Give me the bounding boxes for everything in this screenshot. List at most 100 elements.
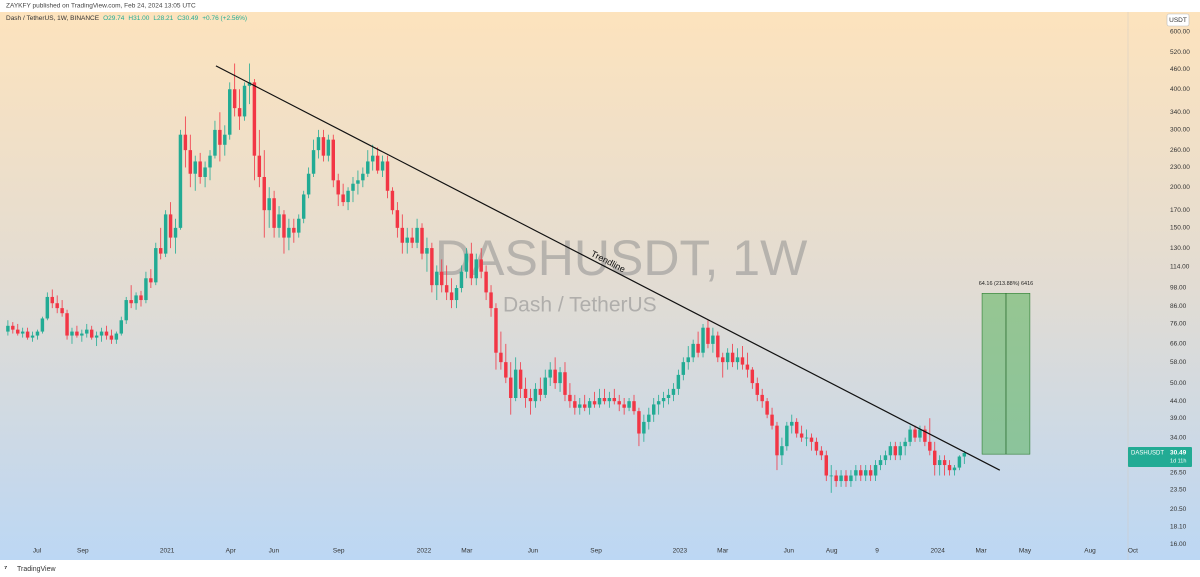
candle-body xyxy=(390,190,395,211)
candle-body xyxy=(366,161,370,174)
candle-body xyxy=(573,401,577,408)
x-tick-label: Jun xyxy=(528,548,539,555)
y-tick-label: 340.00 xyxy=(1170,109,1190,116)
y-tick-label: 34.00 xyxy=(1170,434,1187,441)
candle-body xyxy=(494,308,498,353)
candle-body xyxy=(582,404,587,408)
candle-body xyxy=(937,460,942,466)
candle-body xyxy=(523,388,528,398)
candle-body xyxy=(321,137,326,156)
candle-body xyxy=(375,155,380,171)
x-tick-label: Oct xyxy=(1128,548,1138,555)
candle-body xyxy=(257,155,262,177)
x-tick-label: Sep xyxy=(77,548,89,555)
candle-body xyxy=(888,446,893,456)
candle-body xyxy=(109,335,114,340)
x-tick-label: 2023 xyxy=(673,548,688,555)
candle-body xyxy=(380,161,385,171)
candle-body xyxy=(558,372,562,384)
x-tick-label: 2024 xyxy=(930,548,945,555)
candle-body xyxy=(597,397,602,405)
candle-body xyxy=(849,475,853,482)
candle-body xyxy=(370,155,375,162)
candle-body xyxy=(647,414,651,422)
candle-body xyxy=(666,394,671,398)
candle-body xyxy=(297,218,301,233)
candle-body xyxy=(794,421,799,434)
x-tick-label: Aug xyxy=(1084,548,1096,555)
candle-body xyxy=(504,362,508,378)
candle-body xyxy=(627,401,631,408)
measure-label: 64.16 (213.88%) 6416 xyxy=(979,281,1033,287)
candle-body xyxy=(242,85,247,117)
candle-body xyxy=(247,82,252,86)
candle-body xyxy=(652,404,656,415)
candle-body xyxy=(735,357,740,363)
candle-body xyxy=(730,352,735,363)
y-tick-label: 460.00 xyxy=(1170,66,1190,73)
watermark-sub: Dash / TetherUS xyxy=(503,294,657,317)
candle-body xyxy=(464,253,469,272)
candle-body xyxy=(602,397,607,402)
candle-body xyxy=(11,325,15,330)
x-tick-label: 2022 xyxy=(417,548,432,555)
candle-body xyxy=(6,325,10,332)
candle-body xyxy=(35,331,40,336)
candle-body xyxy=(868,470,873,476)
candle-body xyxy=(228,89,232,135)
y-tick-label: 50.00 xyxy=(1170,380,1187,387)
candle-body xyxy=(203,167,207,177)
candle-body xyxy=(686,357,690,363)
candle-body xyxy=(124,300,128,321)
y-tick-label: 200.00 xyxy=(1170,184,1190,191)
logo: ⁷ xyxy=(4,564,7,573)
candle-body xyxy=(40,318,45,332)
candle-body xyxy=(859,470,863,476)
candle-body xyxy=(89,329,94,338)
currency-box xyxy=(1166,13,1190,27)
candle-body xyxy=(80,333,84,336)
candle-body xyxy=(923,429,927,442)
x-tick-label: Jun xyxy=(269,548,280,555)
y-tick-label: 23.50 xyxy=(1170,487,1187,494)
candle-body xyxy=(898,446,902,456)
ohlc-value: H31.00 xyxy=(128,15,149,22)
y-tick-label: 20.50 xyxy=(1170,506,1187,513)
candle-body xyxy=(918,429,922,438)
candle-body xyxy=(607,397,612,402)
candle-body xyxy=(775,425,779,456)
candle-body xyxy=(548,369,552,378)
y-tick-label: 98.00 xyxy=(1170,285,1187,292)
candle-body xyxy=(824,455,829,476)
candle-body xyxy=(282,214,286,238)
candle-body xyxy=(45,296,50,319)
y-tick-label: 39.00 xyxy=(1170,415,1187,422)
candle-body xyxy=(587,401,592,408)
candle-body xyxy=(237,108,242,117)
candle-body xyxy=(341,194,345,203)
candle-body xyxy=(277,214,281,228)
trendline xyxy=(215,65,1001,471)
ohlc-value: O29.74 xyxy=(103,15,125,22)
candle-body xyxy=(770,414,774,426)
candle-body xyxy=(854,470,858,476)
candle-body xyxy=(20,331,25,334)
candle-body xyxy=(331,139,335,181)
candle-body xyxy=(750,369,755,384)
candle-body xyxy=(661,397,666,402)
candle-body xyxy=(740,357,745,365)
candle-body xyxy=(425,248,429,254)
candle-body xyxy=(178,134,183,228)
candle-body xyxy=(129,300,133,304)
y-tick-label: 150.00 xyxy=(1170,225,1190,232)
candle-body xyxy=(410,237,414,243)
candle-body xyxy=(617,401,621,405)
x-tick-label: Sep xyxy=(333,548,345,555)
candle-body xyxy=(385,161,390,191)
x-tick-label: Mar xyxy=(717,548,729,555)
footer: TradingView xyxy=(17,566,56,573)
candle-body xyxy=(592,401,597,405)
candle-body xyxy=(149,278,153,283)
